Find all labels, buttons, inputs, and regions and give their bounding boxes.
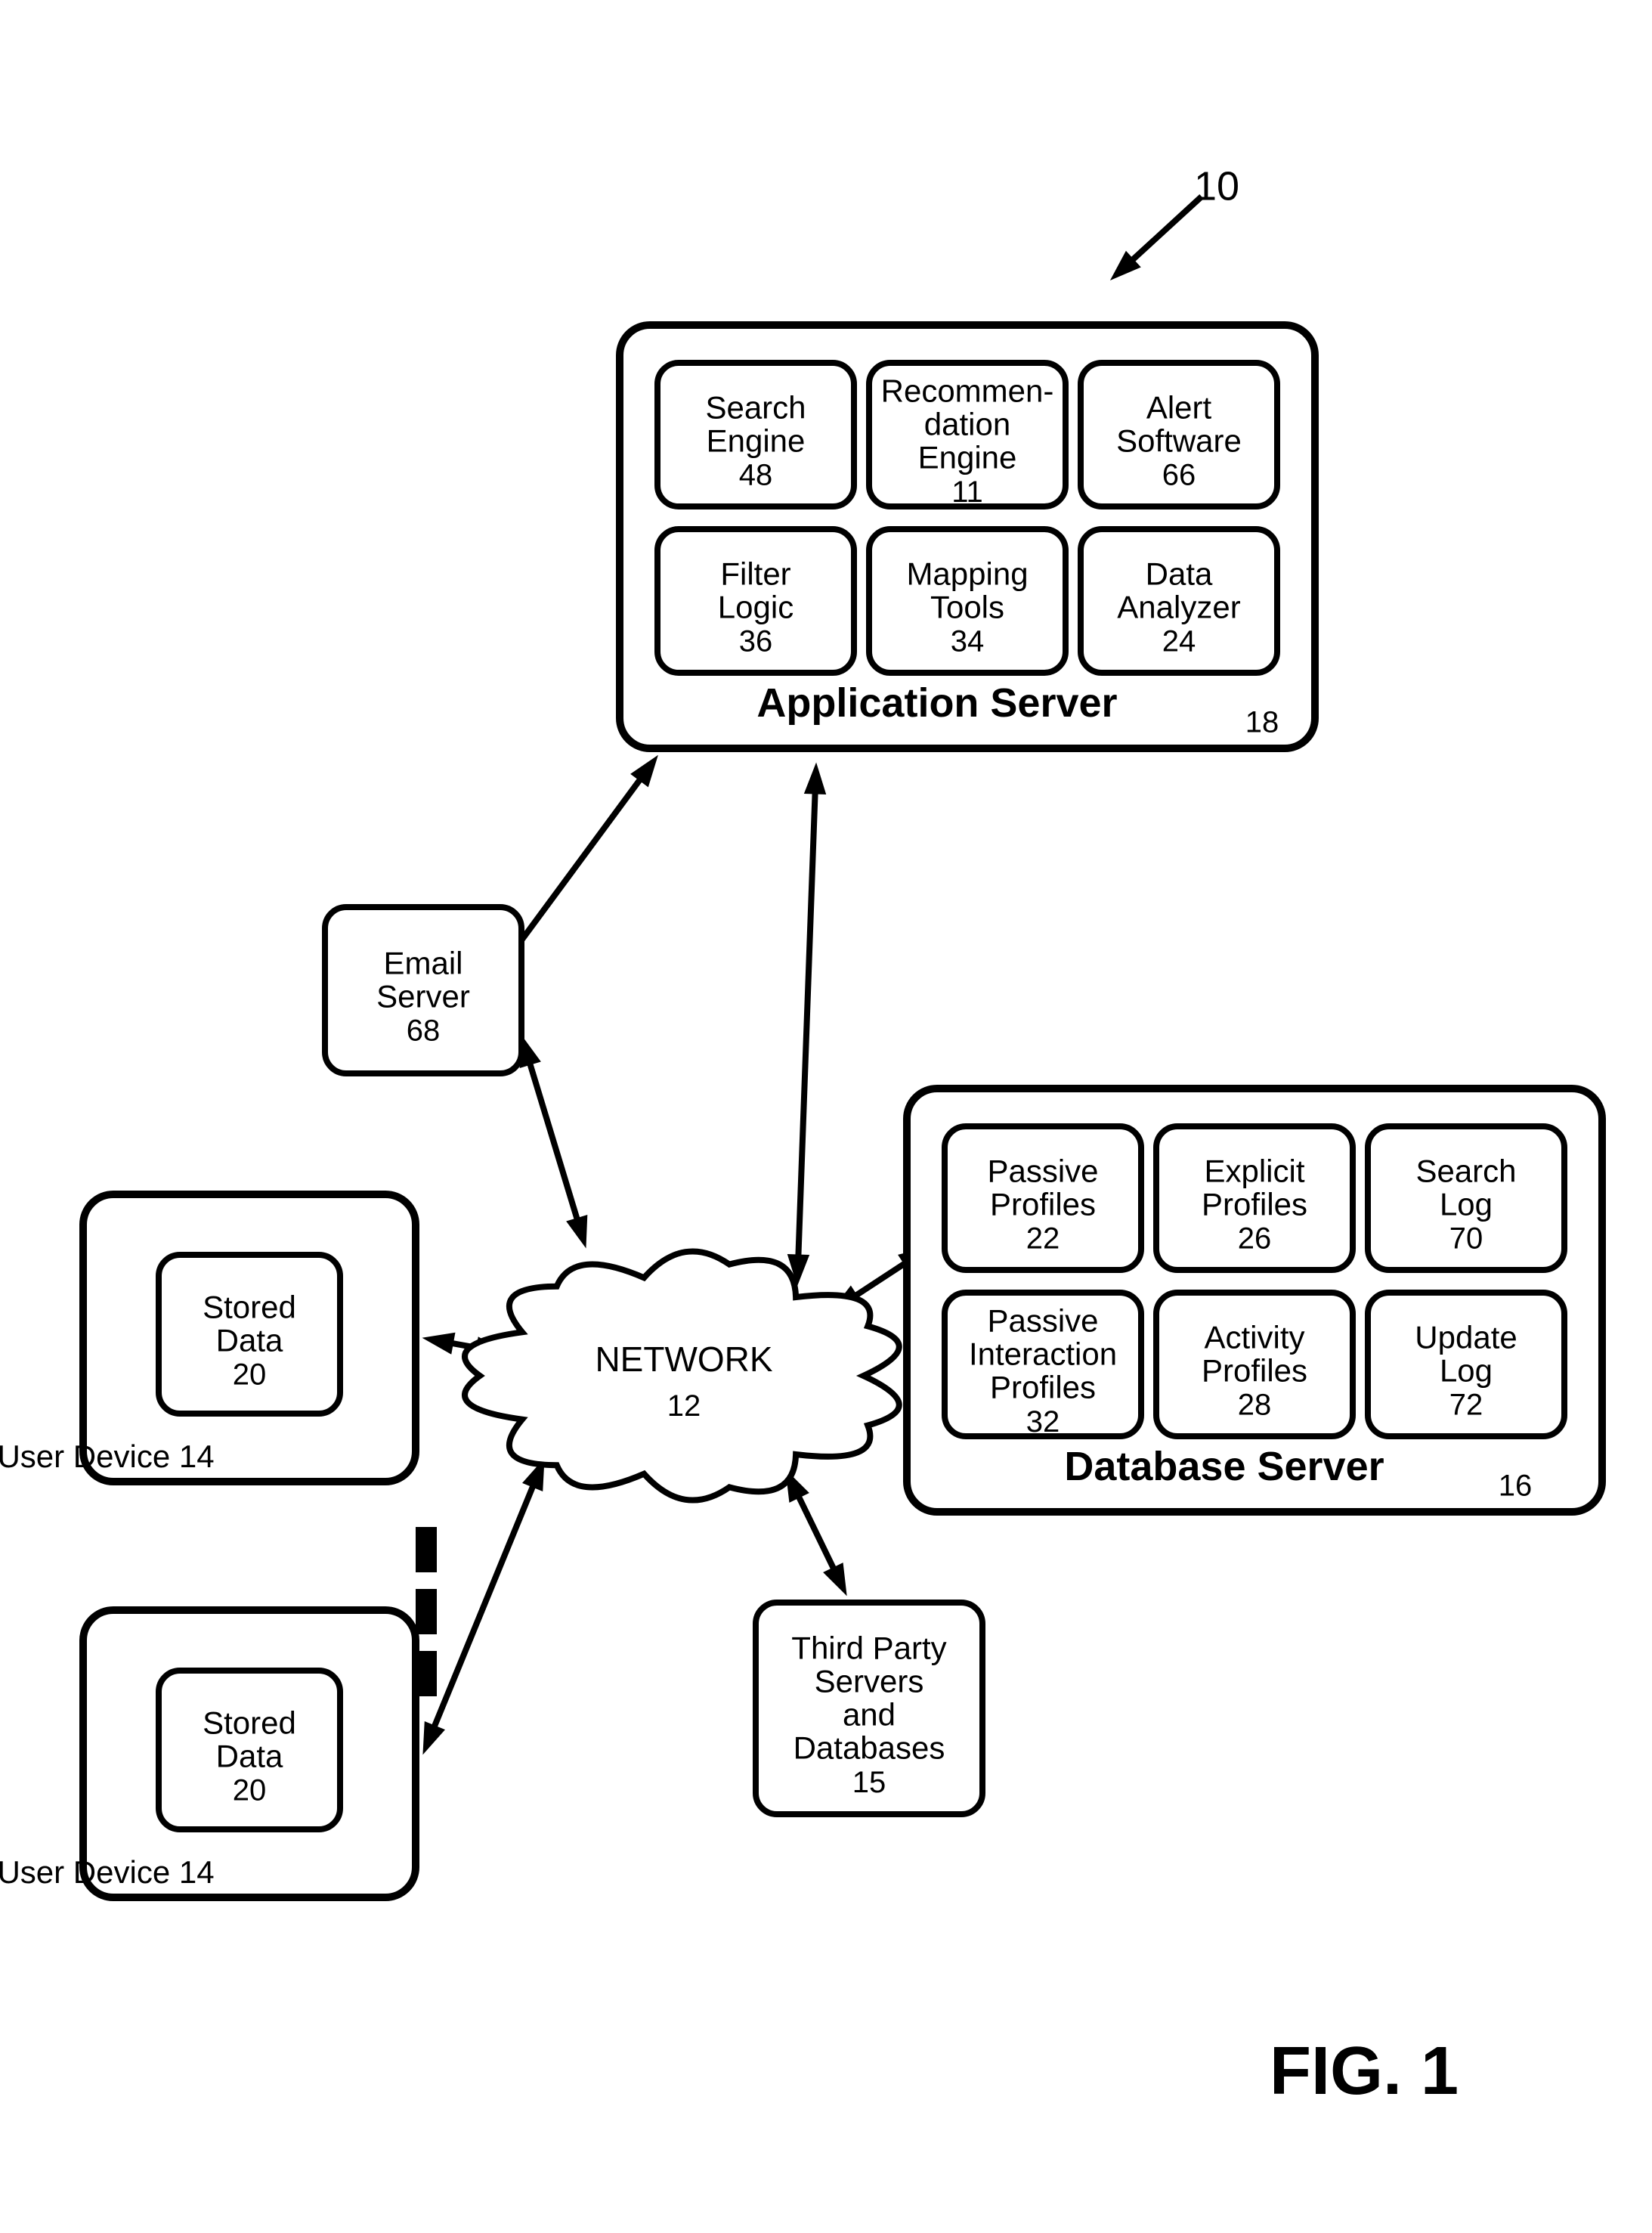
email-server-label: EmailServer [376,946,470,1014]
network-label: NETWORK [595,1339,772,1379]
stored-data-label-0: StoredData [203,1290,296,1358]
network-ref: 12 [667,1389,701,1423]
app-server-ref: 18 [1245,706,1279,739]
connection-arrow [531,1064,577,1218]
ref-arrow [1133,197,1202,259]
arrowhead [824,1563,846,1595]
app-server-comp-4-ref: 34 [951,624,985,658]
app-server-comp-5-ref: 24 [1162,624,1196,658]
app-server-comp-3-ref: 36 [739,624,773,658]
stored-data-ref-0: 20 [233,1358,267,1391]
app-server-comp-0-ref: 48 [739,458,773,491]
stored-data-ref-1: 20 [233,1773,267,1807]
db-server-comp-5-ref: 72 [1449,1388,1483,1421]
db-server-comp-1-ref: 26 [1238,1222,1272,1255]
ellipsis-dot [416,1651,437,1696]
db-server-comp-0-ref: 22 [1026,1222,1060,1255]
db-server-title: Database Server [1064,1444,1384,1489]
figure-ref-10: 10 [1194,163,1239,209]
figure-label: FIG. 1 [1270,2033,1459,2109]
db-server-comp-3-label: PassiveInteractionProfiles [969,1303,1117,1405]
app-server-comp-3-label: FilterLogic [718,556,794,625]
app-server-comp-0-label: SearchEngine [705,390,806,459]
email-server-ref: 68 [407,1014,441,1047]
app-server-comp-1-ref: 11 [951,475,983,508]
user-device-label-0: User Device 14 [0,1439,215,1474]
db-server-comp-4-label: ActivityProfiles [1202,1320,1307,1389]
connection-arrow [799,1497,833,1568]
third-party-label: Third PartyServersandDatabases [791,1630,946,1765]
ellipsis-dot [416,1527,437,1572]
ellipsis-dot [416,1589,437,1634]
arrowhead [423,1722,444,1754]
db-server-comp-2-ref: 70 [1449,1222,1483,1255]
db-server-ref: 16 [1499,1470,1533,1503]
third-party-ref: 15 [852,1765,886,1798]
connection-arrow [798,794,815,1255]
connection-arrow [856,1264,904,1295]
db-server-comp-4-ref: 28 [1238,1388,1272,1421]
stored-data-label-1: StoredData [203,1705,296,1774]
app-server-title: Application Server [756,680,1117,726]
db-server-comp-0-label: PassiveProfiles [987,1154,1098,1222]
arrowhead [567,1216,587,1247]
user-device-label-1: User Device 14 [0,1854,215,1890]
connection-arrow [435,1487,533,1726]
db-server-comp-1-label: ExplicitProfiles [1202,1154,1307,1222]
arrowhead [423,1333,455,1354]
app-server-comp-2-ref: 66 [1162,458,1196,491]
arrowhead [805,763,826,794]
db-server-comp-3-ref: 32 [1026,1405,1060,1438]
